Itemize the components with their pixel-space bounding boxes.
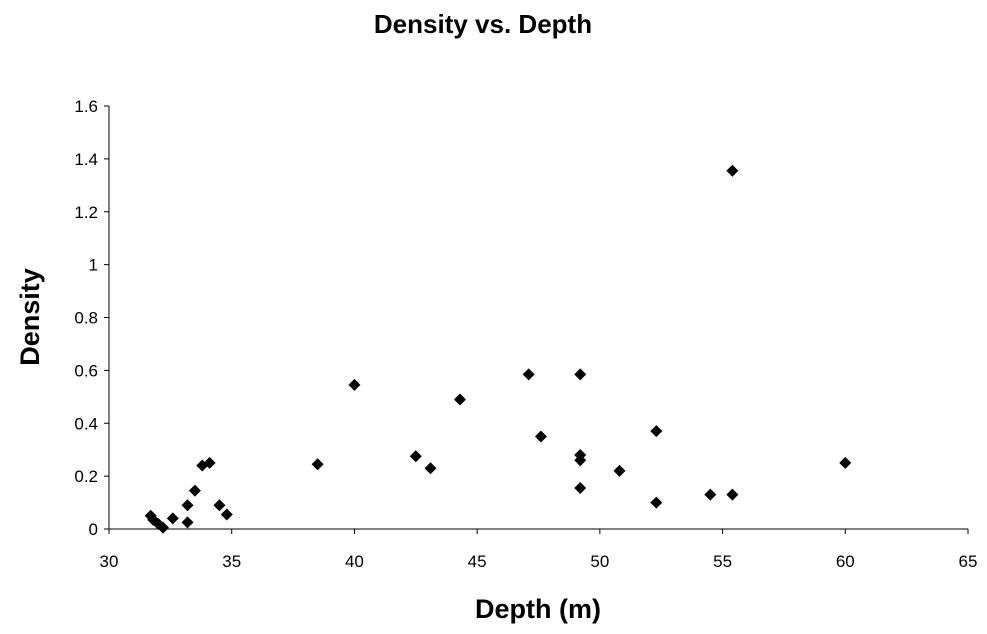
data-point-marker [181, 516, 194, 529]
y-tick-label: 0.2 [74, 467, 98, 486]
y-tick-label: 1.6 [74, 97, 98, 116]
y-axis-ticks: 0 0.2 0.4 0.6 0.8 1 1.2 1.4 1.6 [74, 97, 109, 539]
data-point-marker [188, 484, 201, 497]
y-tick-label: 0.8 [74, 309, 98, 328]
y-axis-label: Density [15, 268, 45, 366]
data-point-marker [220, 508, 233, 521]
data-point-marker [574, 454, 587, 467]
x-tick-label: 30 [100, 552, 119, 571]
y-tick-label: 1.4 [74, 150, 98, 169]
data-point-marker [166, 512, 179, 525]
data-point-marker [156, 521, 169, 534]
y-tick-label: 1.2 [74, 203, 98, 222]
x-tick-label: 60 [836, 552, 855, 571]
data-point-marker [574, 482, 587, 495]
data-point-marker [704, 488, 717, 501]
data-point-marker [839, 456, 852, 469]
data-point-marker [534, 430, 547, 443]
data-point-marker [650, 425, 663, 438]
data-point-marker [726, 488, 739, 501]
data-point-marker [181, 499, 194, 512]
data-point-marker [453, 393, 466, 406]
y-tick-label: 0.4 [74, 414, 98, 433]
data-point-marker [574, 368, 587, 381]
plot-area: 0 0.2 0.4 0.6 0.8 1 1.2 1.4 1.6 30 35 40 45 50 55 60 65 [74, 97, 977, 571]
data-point-marker [409, 450, 422, 463]
data-point-marker [726, 164, 739, 177]
x-tick-label: 65 [959, 552, 978, 571]
data-point-marker [424, 462, 437, 475]
y-tick-label: 1 [89, 256, 98, 275]
data-point-marker [311, 458, 324, 471]
data-point-marker [650, 496, 663, 509]
data-point-marker [348, 378, 361, 391]
y-tick-label: 0 [89, 520, 98, 539]
x-axis-ticks: 30 35 40 45 50 55 60 65 [100, 529, 978, 571]
chart-title: Density vs. Depth [374, 9, 592, 39]
y-tick-label: 0.6 [74, 361, 98, 380]
x-tick-label: 55 [713, 552, 732, 571]
data-point-marker [522, 368, 535, 381]
x-tick-label: 40 [345, 552, 364, 571]
data-points [144, 164, 852, 534]
data-point-marker [203, 456, 216, 469]
data-point-marker [213, 499, 226, 512]
x-tick-label: 45 [468, 552, 487, 571]
x-tick-label: 50 [590, 552, 609, 571]
x-axis-label: Depth (m) [475, 594, 601, 624]
data-point-marker [613, 464, 626, 477]
x-tick-label: 35 [222, 552, 241, 571]
